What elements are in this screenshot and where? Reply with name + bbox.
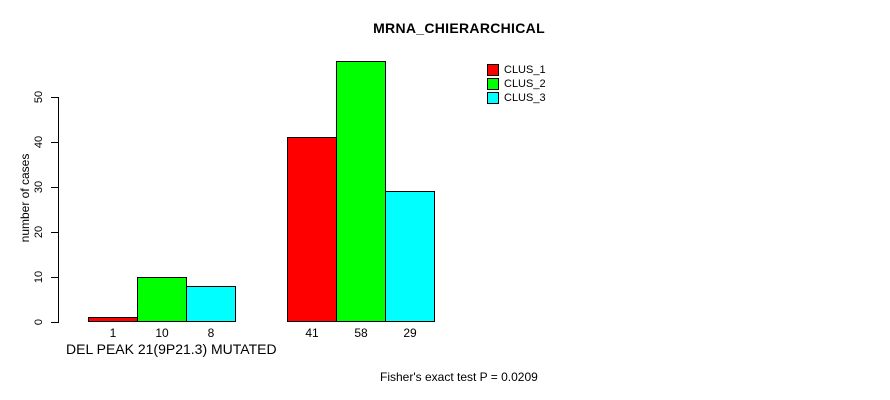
bar-value-label: 58 — [354, 326, 368, 340]
bar-value-label: 8 — [207, 326, 215, 340]
chart-title: MRNA_CHIERARCHICAL — [373, 20, 545, 36]
legend-item: CLUS_1 — [487, 64, 546, 76]
bar — [186, 286, 236, 322]
y-tick-label: 0 — [33, 318, 45, 326]
y-tick-label: 10 — [33, 270, 45, 284]
legend-label: CLUS_2 — [504, 78, 546, 90]
bar — [88, 317, 138, 322]
legend-swatch — [487, 92, 499, 104]
y-tick — [51, 142, 58, 143]
bar — [336, 61, 386, 322]
y-tick — [51, 97, 58, 98]
legend-swatch — [487, 64, 499, 76]
bar-value-label: 10 — [155, 326, 169, 340]
legend-swatch — [487, 78, 499, 90]
y-tick-label: 50 — [33, 90, 45, 104]
y-tick-label: 30 — [33, 180, 45, 194]
x-group-label: DEL PEAK 21(9P21.3) MUTATED — [66, 341, 277, 357]
legend-label: CLUS_1 — [504, 64, 546, 76]
y-tick — [51, 232, 58, 233]
y-tick — [51, 322, 58, 323]
y-axis-title: number of cases — [18, 153, 32, 243]
legend: CLUS_1 CLUS_2 CLUS_3 — [487, 64, 546, 106]
bar — [385, 191, 435, 322]
y-axis-line — [58, 97, 59, 323]
bar-value-label: 1 — [109, 326, 117, 340]
bar-value-label: 29 — [403, 326, 417, 340]
y-tick-label: 40 — [33, 135, 45, 149]
legend-label: CLUS_3 — [504, 92, 546, 104]
legend-item: CLUS_2 — [487, 78, 546, 90]
y-tick — [51, 277, 58, 278]
bar-value-label: 41 — [305, 326, 319, 340]
y-tick — [51, 187, 58, 188]
y-tick-label: 20 — [33, 225, 45, 239]
fisher-test-annotation: Fisher's exact test P = 0.0209 — [380, 370, 538, 384]
bar — [137, 277, 187, 322]
legend-item: CLUS_3 — [487, 92, 546, 104]
bar — [287, 137, 337, 322]
